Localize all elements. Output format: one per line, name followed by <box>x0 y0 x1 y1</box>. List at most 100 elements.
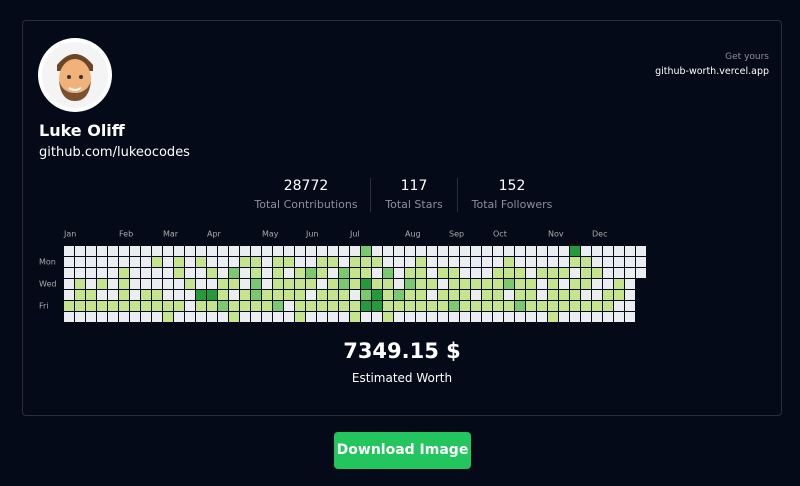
contribution-cell <box>394 257 404 267</box>
contribution-cell <box>581 301 591 311</box>
contribution-cell <box>306 279 316 289</box>
contribution-cell <box>383 246 393 256</box>
contribution-cell <box>361 312 371 322</box>
contribution-cell <box>526 279 536 289</box>
contribution-cell <box>108 290 118 300</box>
contribution-cell <box>449 312 459 322</box>
contribution-cell <box>493 257 503 267</box>
contribution-cell <box>174 257 184 267</box>
contribution-cell <box>229 301 239 311</box>
promo-url[interactable]: github-worth.vercel.app <box>655 66 769 77</box>
contribution-cell <box>603 290 613 300</box>
contribution-cell <box>108 246 118 256</box>
contribution-cell <box>130 290 140 300</box>
contribution-cell <box>449 301 459 311</box>
contribution-cell <box>405 312 415 322</box>
contribution-cell <box>163 246 173 256</box>
contribution-cell <box>130 246 140 256</box>
contribution-cell <box>306 268 316 278</box>
contribution-cell <box>284 312 294 322</box>
contribution-cell <box>526 268 536 278</box>
contribution-cell <box>559 301 569 311</box>
contribution-cell <box>251 246 261 256</box>
contribution-cell <box>185 290 195 300</box>
download-button[interactable]: Download Image <box>334 432 471 469</box>
contribution-cell <box>504 312 514 322</box>
contribution-cell <box>427 312 437 322</box>
contribution-cell <box>548 246 558 256</box>
contribution-cell <box>306 257 316 267</box>
contribution-cell <box>328 290 338 300</box>
contribution-cell <box>130 279 140 289</box>
stat: 152 Total Followers <box>457 178 567 211</box>
contribution-cell <box>416 257 426 267</box>
contribution-cell <box>471 312 481 322</box>
contribution-cell <box>625 268 635 278</box>
contribution-cell <box>570 290 580 300</box>
contribution-cell <box>570 246 580 256</box>
contribution-cell <box>174 290 184 300</box>
contribution-cell <box>383 312 393 322</box>
contribution-cell <box>273 257 283 267</box>
contribution-cell <box>284 301 294 311</box>
contribution-cell <box>482 290 492 300</box>
contribution-cell <box>339 268 349 278</box>
contribution-cell <box>240 257 250 267</box>
contribution-cell <box>372 290 382 300</box>
contribution-cell <box>548 290 558 300</box>
contribution-cell <box>592 279 602 289</box>
contribution-cell <box>482 246 492 256</box>
contribution-cell <box>537 301 547 311</box>
contribution-cell <box>86 246 96 256</box>
contribution-cell <box>372 268 382 278</box>
contribution-cell <box>262 246 272 256</box>
contribution-cell <box>515 257 525 267</box>
contribution-cell <box>515 290 525 300</box>
contribution-cell <box>504 279 514 289</box>
contribution-cell <box>581 279 591 289</box>
stat-value: 117 <box>400 178 428 194</box>
month-label: Aug <box>405 230 421 239</box>
contribution-cell <box>548 301 558 311</box>
contribution-cell <box>317 279 327 289</box>
contribution-cell <box>119 257 129 267</box>
contribution-cell <box>240 312 250 322</box>
contribution-cell <box>130 257 140 267</box>
contribution-cell <box>207 257 217 267</box>
contribution-cell <box>295 268 305 278</box>
contribution-cell <box>185 268 195 278</box>
contribution-cell <box>119 301 129 311</box>
contribution-cell <box>251 301 261 311</box>
contribution-cell <box>218 279 228 289</box>
contribution-cell <box>196 257 206 267</box>
contribution-cell <box>526 290 536 300</box>
contribution-cell <box>614 246 624 256</box>
contribution-cell <box>361 257 371 267</box>
contribution-cell <box>504 290 514 300</box>
contribution-cell <box>306 246 316 256</box>
contribution-cell <box>339 279 349 289</box>
contribution-cell <box>460 268 470 278</box>
contribution-cell <box>273 312 283 322</box>
contribution-cell <box>471 301 481 311</box>
contribution-cell <box>64 290 74 300</box>
contribution-cell <box>625 279 635 289</box>
stat-value: 152 <box>498 178 526 194</box>
contribution-cell <box>625 290 635 300</box>
contribution-cell <box>405 257 415 267</box>
contribution-cell <box>141 301 151 311</box>
contribution-cell <box>614 257 624 267</box>
contribution-cell <box>207 279 217 289</box>
contribution-cell <box>559 257 569 267</box>
contribution-cell <box>482 268 492 278</box>
contribution-cell <box>262 268 272 278</box>
contribution-cell <box>350 268 360 278</box>
contribution-cell <box>97 257 107 267</box>
contribution-cell <box>196 312 206 322</box>
contribution-cell <box>295 301 305 311</box>
contribution-cell <box>130 312 140 322</box>
contribution-cell <box>372 312 382 322</box>
profile-link[interactable]: github.com/lukeocodes <box>39 145 190 160</box>
contribution-cell <box>196 246 206 256</box>
contribution-cell <box>405 279 415 289</box>
